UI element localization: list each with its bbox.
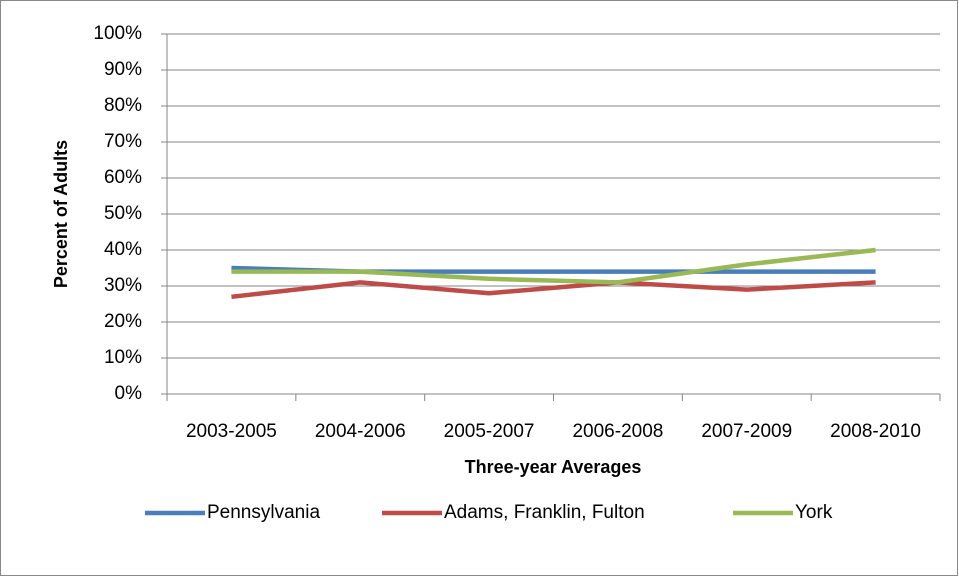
series-line (231, 280, 876, 300)
x-tick-label: 2004-2006 (315, 421, 406, 442)
y-tick-label: 60% (104, 167, 142, 188)
x-tick-label: 2005-2007 (444, 421, 535, 442)
y-tick-label: 100% (93, 23, 142, 44)
x-tick-label: 2008-2010 (830, 421, 921, 442)
y-tick-label: 70% (104, 131, 142, 152)
series-line (231, 247, 876, 285)
x-tick-label: 2007-2009 (701, 421, 792, 442)
legend-label: York (795, 502, 833, 523)
x-tick-label: 2003-2005 (186, 421, 277, 442)
legend-label: Adams, Franklin, Fulton (444, 502, 645, 523)
x-axis-title: Three-year Averages (465, 457, 642, 477)
legend-label: Pennsylvania (207, 502, 320, 523)
y-tick-label: 80% (104, 95, 142, 116)
y-tick-label: 50% (104, 203, 142, 224)
y-tick-label: 30% (104, 275, 142, 296)
y-axis-title: Percent of Adults (51, 140, 71, 288)
y-tick-label: 20% (104, 311, 142, 332)
y-tick-label: 40% (104, 239, 142, 260)
y-tick-label: 0% (115, 383, 143, 404)
y-tick-label: 10% (104, 347, 142, 368)
x-tick-label: 2006-2008 (572, 421, 663, 442)
y-tick-label: 90% (104, 59, 142, 80)
